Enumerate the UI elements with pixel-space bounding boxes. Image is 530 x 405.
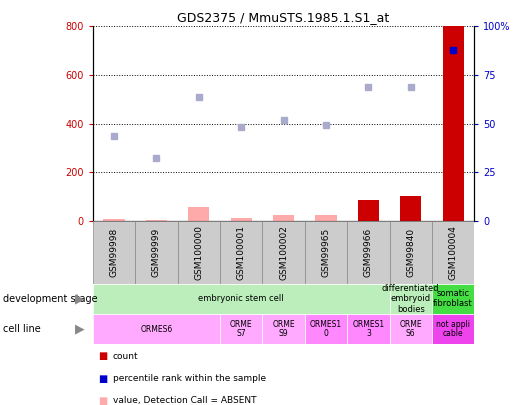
Text: not appli
cable: not appli cable bbox=[436, 320, 470, 339]
Text: somatic
fibroblast: somatic fibroblast bbox=[434, 289, 473, 308]
Bar bbox=[315, 215, 337, 221]
Bar bbox=[93, 284, 390, 314]
Text: GSM99998: GSM99998 bbox=[110, 228, 118, 277]
Text: ORME
S6: ORME S6 bbox=[400, 320, 422, 339]
Text: GSM100000: GSM100000 bbox=[195, 225, 203, 279]
Text: ORMES6: ORMES6 bbox=[140, 324, 172, 334]
Text: GSM99999: GSM99999 bbox=[152, 228, 161, 277]
Text: GSM100001: GSM100001 bbox=[237, 225, 245, 279]
Text: ORMES1
3: ORMES1 3 bbox=[352, 320, 384, 339]
Text: ORME
S7: ORME S7 bbox=[230, 320, 252, 339]
Text: GSM99965: GSM99965 bbox=[322, 228, 330, 277]
Bar bbox=[400, 196, 421, 221]
Bar bbox=[188, 207, 209, 221]
Bar bbox=[347, 314, 390, 344]
Bar bbox=[390, 221, 432, 284]
Text: count: count bbox=[113, 352, 138, 361]
Bar bbox=[273, 215, 294, 221]
Bar bbox=[390, 284, 432, 314]
Bar bbox=[305, 221, 347, 284]
Text: ■: ■ bbox=[98, 374, 107, 384]
Bar bbox=[305, 314, 347, 344]
Bar bbox=[347, 221, 390, 284]
Text: percentile rank within the sample: percentile rank within the sample bbox=[113, 374, 266, 383]
Text: ▶: ▶ bbox=[75, 292, 85, 305]
Bar bbox=[146, 220, 167, 221]
Bar bbox=[432, 284, 474, 314]
Bar bbox=[262, 221, 305, 284]
Text: development stage: development stage bbox=[3, 294, 98, 304]
Bar bbox=[432, 314, 474, 344]
Bar bbox=[103, 219, 125, 221]
Bar bbox=[220, 314, 262, 344]
Text: ■: ■ bbox=[98, 352, 107, 361]
Text: GSM99840: GSM99840 bbox=[407, 228, 415, 277]
Bar bbox=[231, 218, 252, 221]
Text: GSM100004: GSM100004 bbox=[449, 225, 457, 279]
Bar bbox=[443, 26, 464, 221]
Title: GDS2375 / MmuSTS.1985.1.S1_at: GDS2375 / MmuSTS.1985.1.S1_at bbox=[178, 11, 390, 24]
Text: GSM99966: GSM99966 bbox=[364, 228, 373, 277]
Bar bbox=[262, 314, 305, 344]
Bar bbox=[358, 200, 379, 221]
Text: value, Detection Call = ABSENT: value, Detection Call = ABSENT bbox=[113, 396, 257, 405]
Bar bbox=[178, 221, 220, 284]
Text: ■: ■ bbox=[98, 396, 107, 405]
Text: ORME
S9: ORME S9 bbox=[272, 320, 295, 339]
Bar bbox=[93, 221, 135, 284]
Text: ▶: ▶ bbox=[75, 322, 85, 336]
Bar bbox=[220, 221, 262, 284]
Text: embryonic stem cell: embryonic stem cell bbox=[198, 294, 284, 303]
Bar bbox=[135, 221, 178, 284]
Text: differentiated
embryoid
bodies: differentiated embryoid bodies bbox=[382, 284, 439, 313]
Bar bbox=[432, 221, 474, 284]
Text: cell line: cell line bbox=[3, 324, 40, 334]
Text: GSM100002: GSM100002 bbox=[279, 225, 288, 279]
Bar bbox=[93, 314, 220, 344]
Bar bbox=[390, 314, 432, 344]
Text: ORMES1
0: ORMES1 0 bbox=[310, 320, 342, 339]
